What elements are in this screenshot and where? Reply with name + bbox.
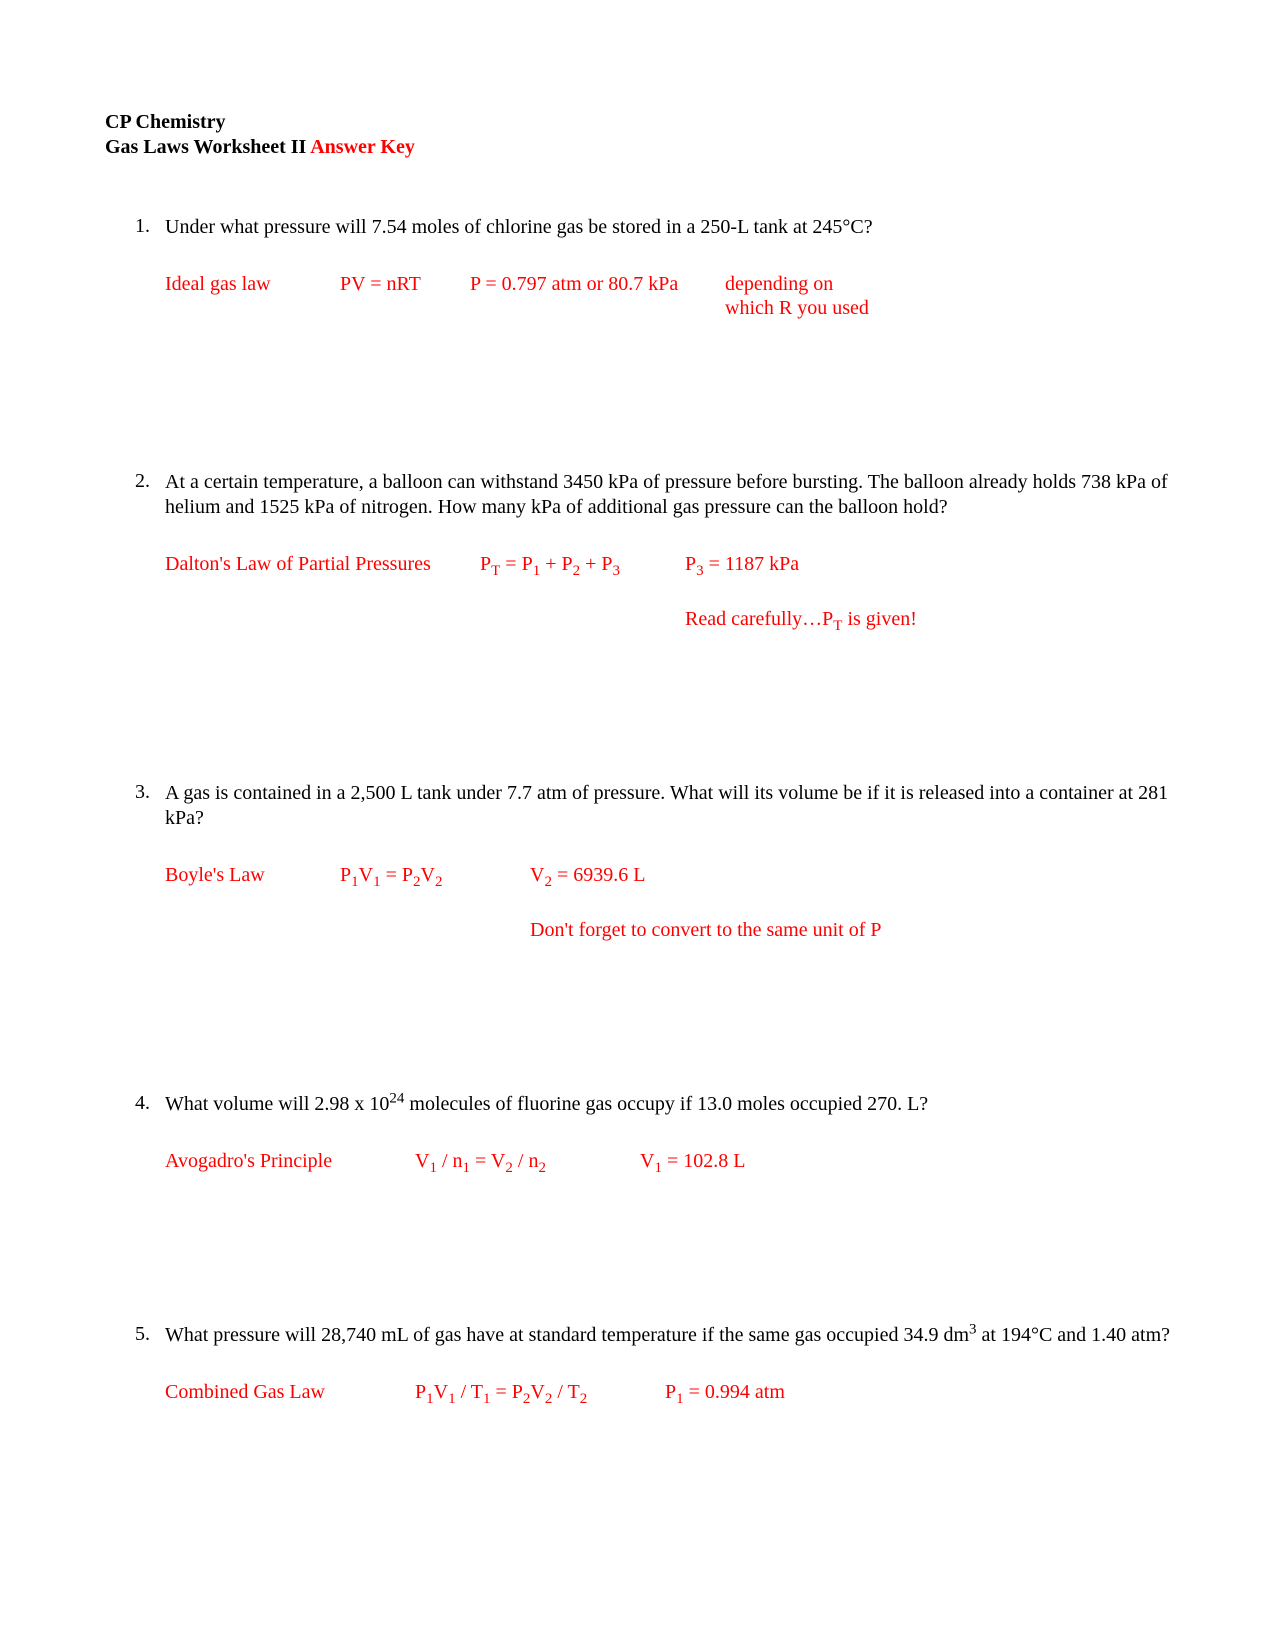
result: P3 = 1187 kPa [685,552,799,576]
question-text: Under what pressure will 7.54 moles of c… [165,215,1175,240]
answer-key-label: Answer Key [310,136,415,158]
header-line1: CP Chemistry [105,110,1175,135]
problem-3: 3. A gas is contained in a 2,500 L tank … [165,781,1175,942]
equation: P1V1 / T1 = P2V2 / T2 [415,1380,665,1404]
document-header: CP Chemistry Gas Laws Worksheet II Answe… [105,110,1175,160]
note: depending on which R you used [725,272,869,320]
problem-4: 4. What volume will 2.98 x 1024 molecule… [165,1092,1175,1173]
header-line2: Gas Laws Worksheet II Answer Key [105,135,1175,160]
answer-row: Dalton's Law of Partial Pressures PT = P… [165,552,1175,576]
question-text: At a certain temperature, a balloon can … [165,470,1175,520]
law-name: Combined Gas Law [165,1380,415,1404]
problem-number: 5. [135,1323,150,1346]
law-name: Avogadro's Principle [165,1149,415,1173]
problem-number: 3. [135,781,150,804]
result: P = 0.797 atm or 80.7 kPa [470,272,725,320]
law-name: Ideal gas law [165,272,340,320]
problem-number: 1. [135,215,150,238]
question-text: A gas is contained in a 2,500 L tank und… [165,781,1175,831]
answer-row: Ideal gas law PV = nRT P = 0.797 atm or … [165,272,1175,320]
question-text: What pressure will 28,740 mL of gas have… [165,1323,1175,1348]
problem-1: 1. Under what pressure will 7.54 moles o… [165,215,1175,320]
equation: V1 / n1 = V2 / n2 [415,1149,640,1173]
problems-list: 1. Under what pressure will 7.54 moles o… [105,215,1175,1404]
law-name: Dalton's Law of Partial Pressures [165,552,480,576]
answer-row: Combined Gas Law P1V1 / T1 = P2V2 / T2 P… [165,1380,1175,1404]
note: Don't forget to convert to the same unit… [165,919,1175,942]
note: Read carefully…PT is given! [165,608,1175,631]
law-name: Boyle's Law [165,863,340,887]
result: V2 = 6939.6 L [530,863,645,887]
result: V1 = 102.8 L [640,1149,745,1173]
page: CP Chemistry Gas Laws Worksheet II Answe… [0,0,1275,1504]
result: P1 = 0.994 atm [665,1380,785,1404]
equation: PT = P1 + P2 + P3 [480,552,685,576]
equation: P1V1 = P2V2 [340,863,530,887]
answer-row: Boyle's Law P1V1 = P2V2 V2 = 6939.6 L [165,863,1175,887]
question-text: What volume will 2.98 x 1024 molecules o… [165,1092,1175,1117]
problem-2: 2. At a certain temperature, a balloon c… [165,470,1175,631]
problem-5: 5. What pressure will 28,740 mL of gas h… [165,1323,1175,1404]
problem-number: 2. [135,470,150,493]
equation: PV = nRT [340,272,470,320]
problem-number: 4. [135,1092,150,1115]
answer-row: Avogadro's Principle V1 / n1 = V2 / n2 V… [165,1149,1175,1173]
